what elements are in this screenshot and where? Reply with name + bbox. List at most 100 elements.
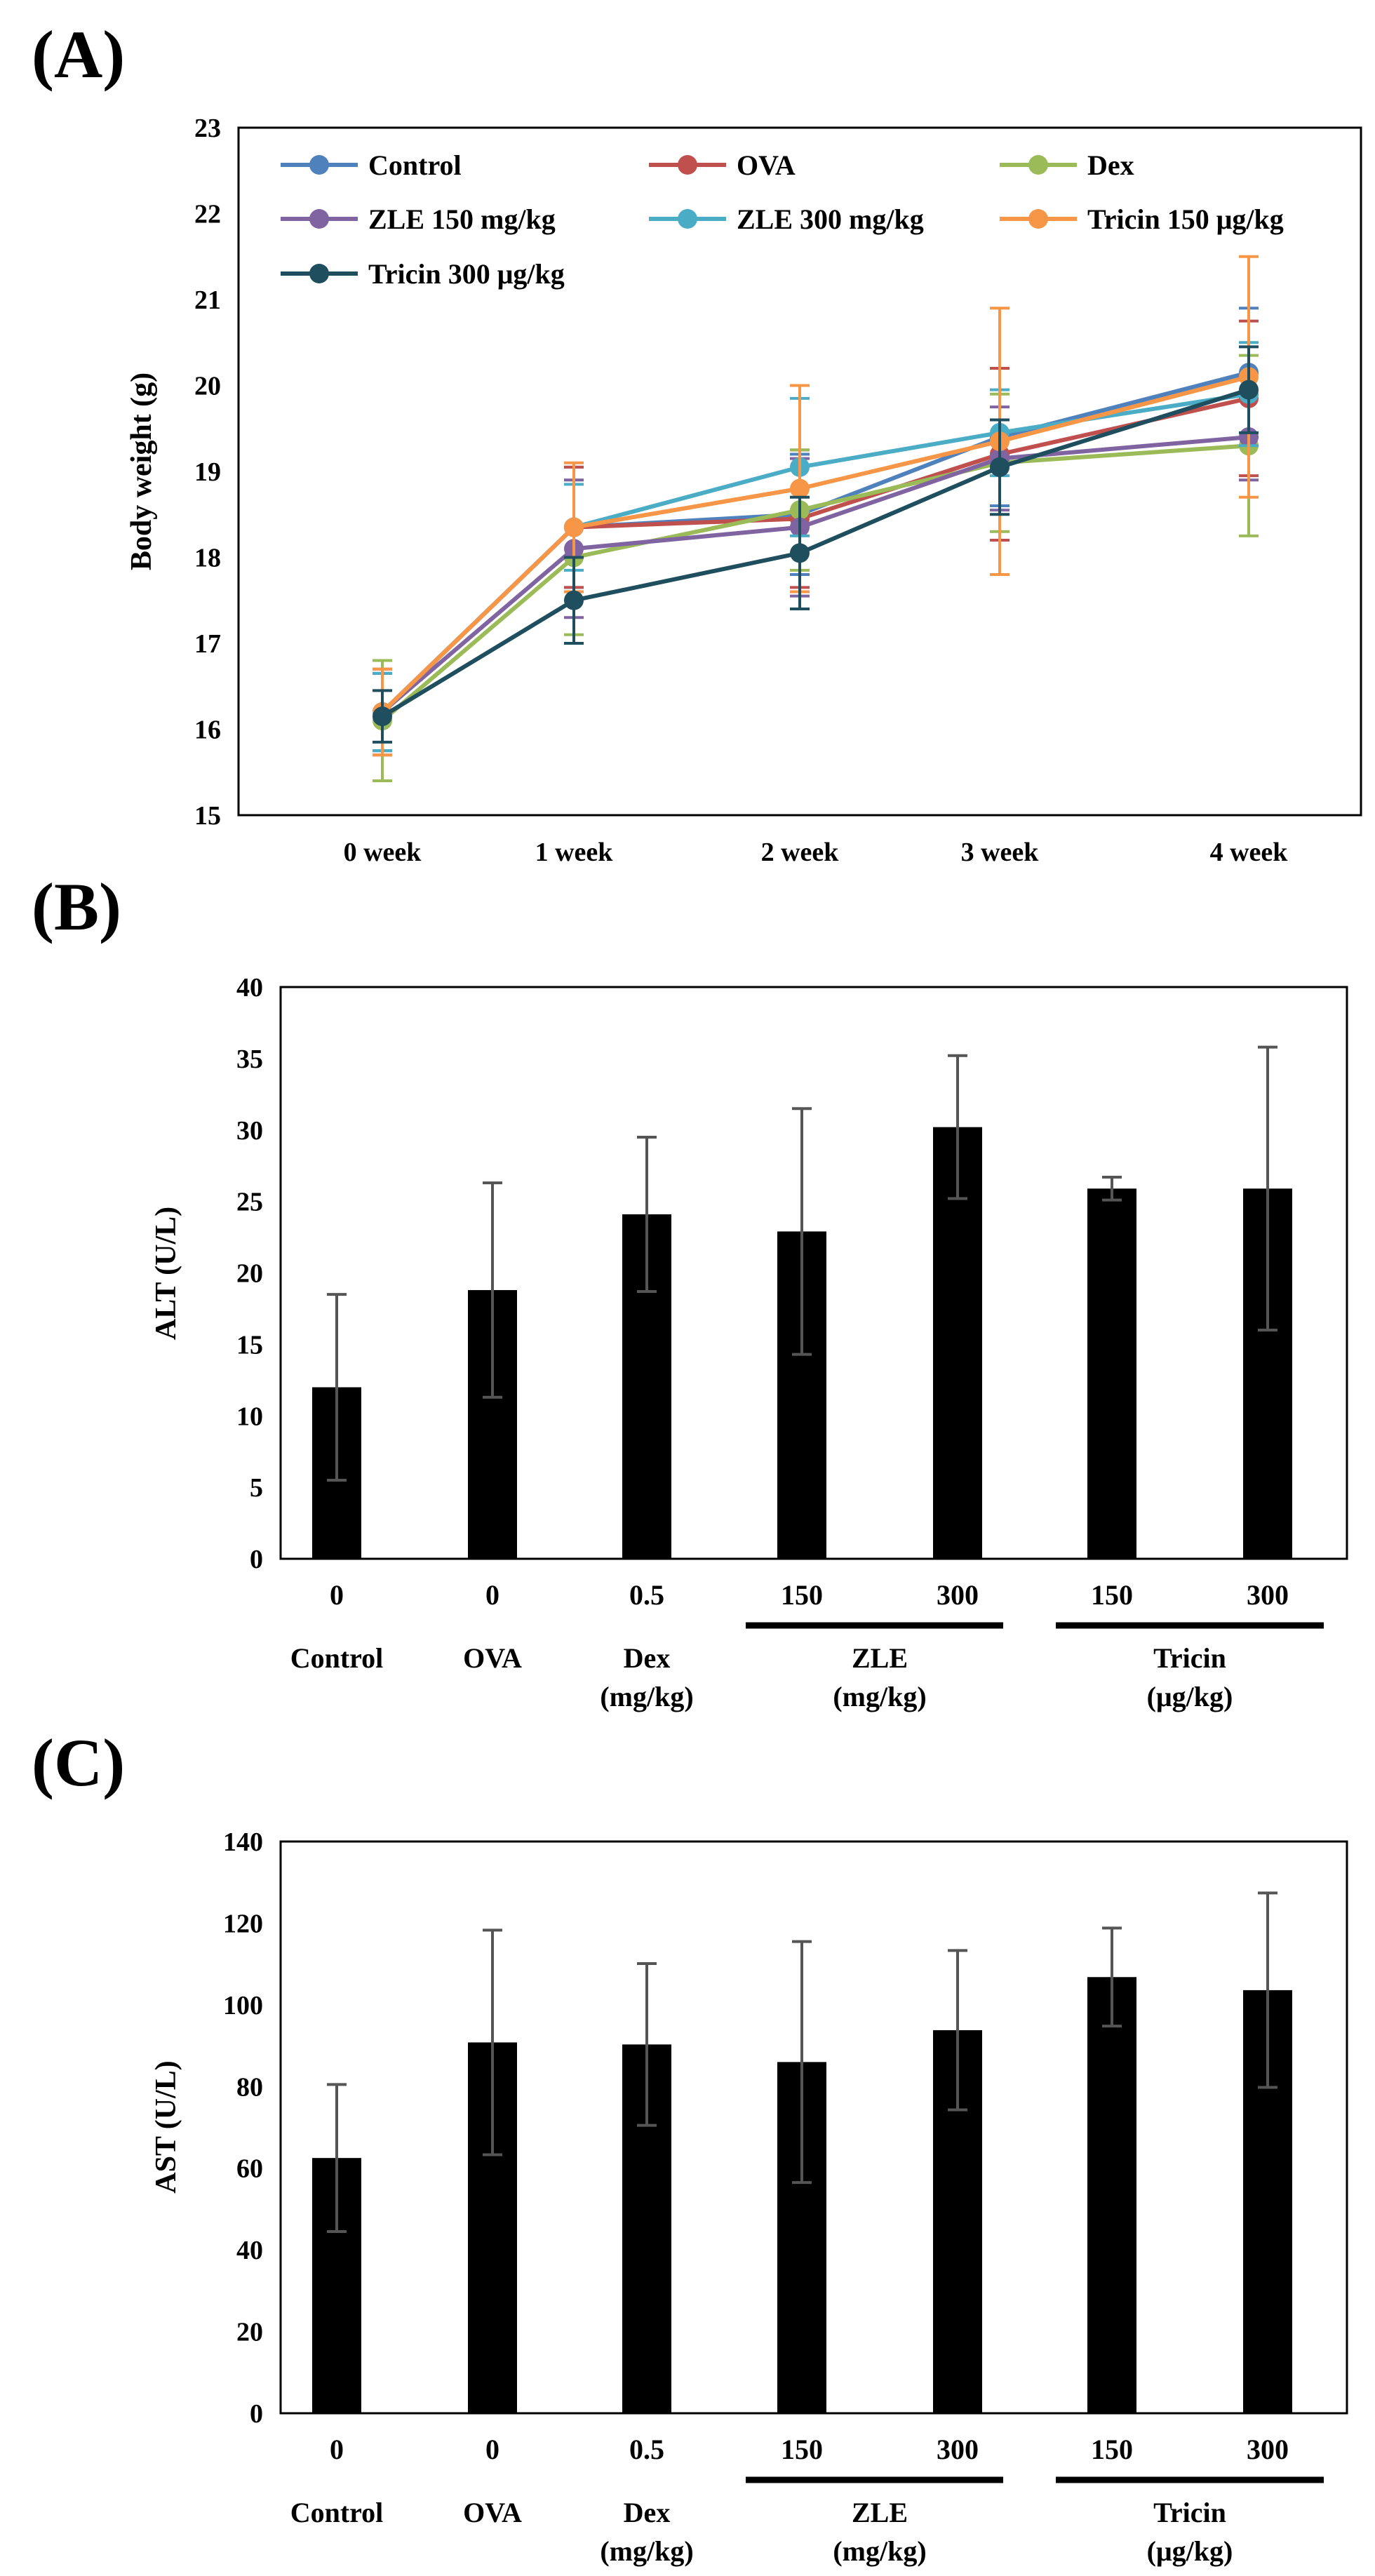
x-tick-labels-c: 0 0 0.5 150 300 150 300 (330, 2434, 1289, 2465)
y-tick-label: 140 (223, 1827, 263, 1857)
group-unit-label: (mg/kg) (833, 1681, 926, 1712)
series-3 (373, 392, 1259, 753)
legend-swatch-marker (678, 155, 697, 175)
x-tick-label: 150 (1091, 1579, 1133, 1611)
bars-b (312, 1045, 1292, 1559)
x-tick-label: 150 (781, 1579, 823, 1611)
y-tick-labels-c: 0 20 40 60 80 100 120 140 (223, 1827, 263, 2429)
legend-swatch-marker (309, 209, 329, 229)
series-line (381, 387, 1249, 718)
x-tick-label: 3 week (961, 838, 1040, 867)
y-tick-label: 100 (223, 1991, 263, 2020)
legend-swatch-marker (1028, 155, 1048, 175)
body-weight-chart: 15 16 17 18 19 20 21 22 23 0 week 1 week 2 week 3 w… (126, 114, 1362, 867)
x-tick-label: 0 week (344, 838, 422, 867)
panel-label-c: (C) (32, 1725, 125, 1800)
group-label: Control (290, 1642, 384, 1674)
legend-item: Dex (1000, 149, 1134, 181)
x-tick-label: 0.5 (629, 1579, 664, 1611)
series-line (380, 370, 1249, 714)
group-label: Dex (624, 1642, 671, 1674)
panel-label-b: (B) (32, 869, 121, 944)
x-tick-label: 300 (937, 1579, 979, 1611)
data-point (790, 543, 810, 563)
y-tick-label: 17 (194, 629, 221, 659)
x-tick-label: 0 (485, 2434, 499, 2465)
y-tick-label: 0 (250, 1545, 263, 1574)
bar (1087, 1977, 1136, 2413)
series-0 (373, 307, 1259, 753)
data-point (373, 706, 392, 727)
y-tick-label: 60 (236, 2154, 263, 2184)
y-tick-label: 20 (236, 1259, 263, 1289)
y-tick-label: 23 (194, 114, 221, 143)
series-line (380, 396, 1249, 714)
bar (1087, 1188, 1136, 1559)
legend-swatch-marker (309, 155, 329, 175)
series-line (381, 435, 1249, 714)
y-tick-label: 80 (236, 2072, 263, 2102)
data-point (1239, 380, 1259, 400)
series-group-a (373, 255, 1259, 782)
y-tick-label: 40 (236, 973, 263, 1002)
group-label: OVA (463, 2497, 522, 2528)
data-point (990, 457, 1010, 477)
y-tick-label: 18 (194, 544, 221, 573)
legend-item: Tricin 150 μg/kg (1000, 203, 1284, 235)
y-tick-label: 21 (194, 286, 221, 315)
legend-label: ZLE 150 mg/kg (368, 203, 556, 235)
legend-item: ZLE 300 mg/kg (649, 203, 924, 235)
ast-chart: 0 20 40 60 80 100 120 140 0 0 0.5 150 300 150 300 Con… (150, 1827, 1348, 2567)
group-label: Tricin (1153, 2497, 1226, 2528)
x-tick-label: 0 (330, 2434, 344, 2465)
legend-label: Control (368, 149, 462, 181)
series-1 (373, 319, 1259, 757)
y-tick-labels-b: 0 5 10 15 20 25 30 35 40 (236, 973, 263, 1574)
y-tick-label: 5 (250, 1473, 263, 1503)
y-tick-label: 16 (194, 716, 221, 745)
legend-swatch-marker (309, 264, 329, 283)
legend-label: Tricin 300 μg/kg (368, 258, 565, 290)
legend-item: OVA (649, 149, 796, 181)
legend-swatch-marker (1028, 209, 1048, 229)
group-label: ZLE (852, 2497, 908, 2528)
legend-swatch-marker (678, 209, 697, 229)
x-tick-label: 0.5 (629, 2434, 664, 2465)
group-label: Tricin (1153, 1642, 1226, 1674)
y-axis-title-b: ALT (U/L) (150, 1207, 182, 1340)
legend-item: Control (281, 149, 462, 181)
y-axis-title-a: Body weight (g) (126, 373, 158, 570)
x-tick-label: 150 (1091, 2434, 1133, 2465)
y-tick-label: 15 (194, 801, 221, 831)
y-tick-label: 10 (236, 1402, 263, 1431)
series-line (380, 391, 1249, 714)
y-tick-label: 120 (223, 1909, 263, 1938)
group-unit-label: (μg/kg) (1147, 1681, 1233, 1712)
series-6 (373, 345, 1259, 744)
y-tick-labels-a: 15 16 17 18 19 20 21 22 23 (194, 114, 221, 831)
x-tick-label: 300 (937, 2434, 979, 2465)
y-tick-label: 40 (236, 2236, 263, 2265)
legend-label: ZLE 300 mg/kg (737, 203, 924, 235)
y-tick-label: 0 (250, 2399, 263, 2429)
group-label: Control (290, 2497, 384, 2528)
legend-label: Dex (1087, 149, 1134, 181)
x-tick-labels-a: 0 week 1 week 2 week 3 week 4 week (344, 838, 1289, 867)
y-tick-label: 20 (194, 372, 221, 401)
x-tick-label: 300 (1247, 1579, 1289, 1611)
data-point (564, 517, 584, 537)
y-tick-label: 35 (236, 1045, 263, 1074)
x-tick-label: 300 (1247, 2434, 1289, 2465)
group-labels-b: Control OVA Dex (mg/kg) ZLE (mg/kg) Tricin (μg/… (290, 1622, 1324, 1712)
y-tick-label: 20 (236, 2318, 263, 2347)
legend-item: Tricin 300 μg/kg (281, 258, 565, 290)
x-tick-label: 0 (330, 1579, 344, 1611)
panel-label-a: (A) (32, 17, 125, 92)
legend-label: OVA (737, 149, 796, 181)
group-labels-c: Control OVA Dex (mg/kg) ZLE (mg/kg) Tricin (μg/… (290, 2476, 1324, 2567)
plot-frame-a (237, 126, 1362, 817)
series-2 (373, 354, 1259, 782)
group-unit-label: (μg/kg) (1147, 2535, 1233, 2567)
x-tick-label: 2 week (761, 838, 840, 867)
